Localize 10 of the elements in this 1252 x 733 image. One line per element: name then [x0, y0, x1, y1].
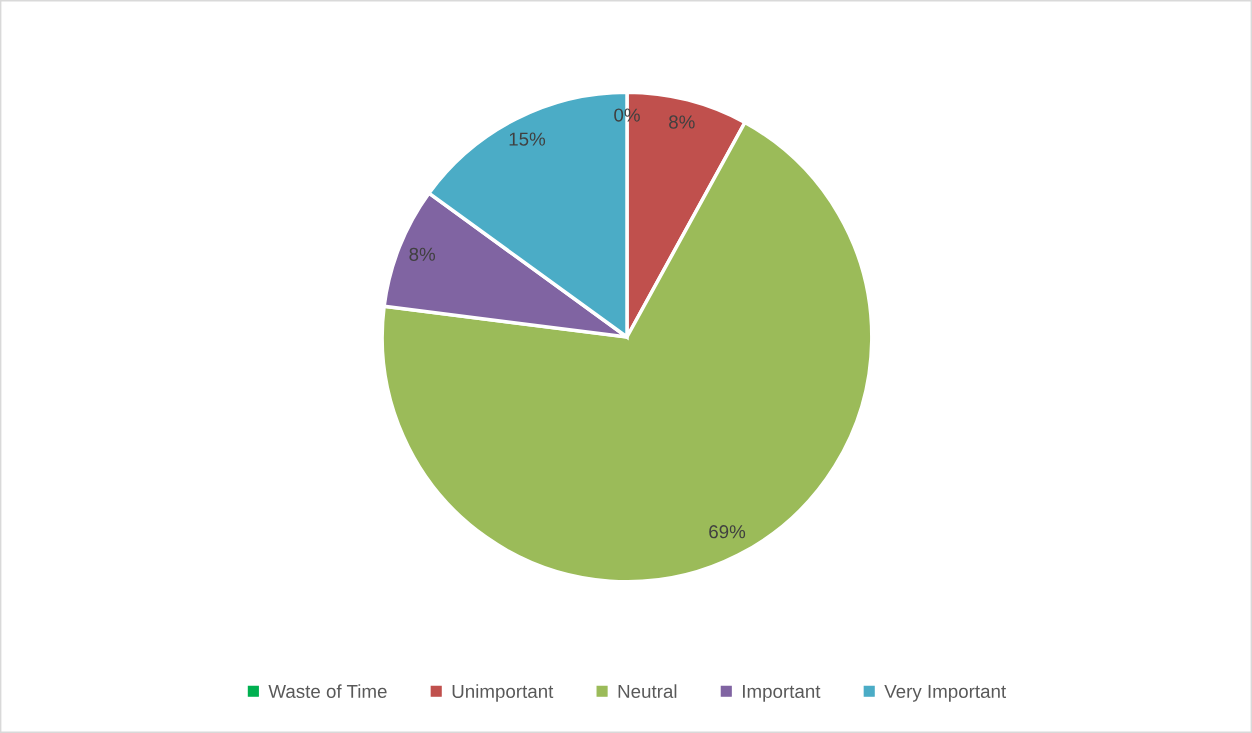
legend-label: Important	[743, 684, 821, 702]
data-label: 8%	[669, 115, 695, 129]
data-label: 69%	[709, 525, 746, 539]
data-label: 15%	[509, 132, 546, 146]
legend-label: Unimportant	[452, 684, 554, 702]
legend-label: Waste of Time	[268, 684, 387, 699]
data-label: 8%	[409, 247, 436, 261]
legend-label: Neutral	[618, 684, 677, 699]
legend-label: Very Important	[884, 684, 1007, 702]
text: 0%	[614, 108, 640, 122]
